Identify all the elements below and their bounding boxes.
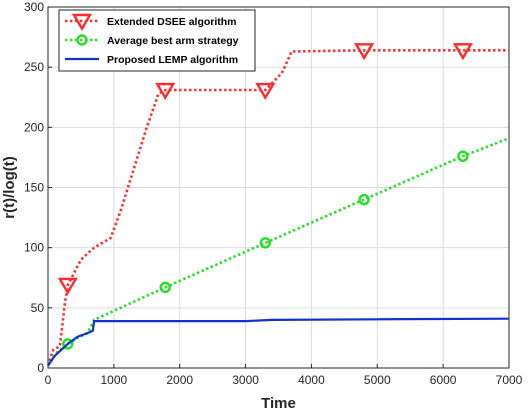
y-tick-label: 150 (24, 181, 44, 195)
x-axis-title: Time (261, 395, 296, 412)
legend-label: Proposed LEMP algorithm (107, 54, 238, 66)
series-line (46, 49, 509, 367)
data-point-marker (354, 43, 375, 61)
data-point-marker (457, 150, 469, 162)
series-2 (46, 136, 510, 367)
series-group (46, 43, 510, 367)
y-tick-label: 100 (24, 241, 44, 255)
data-point-marker (159, 281, 171, 294)
x-tick-label: 0 (45, 373, 52, 387)
legend-label: Extended DSEE algorithm (107, 16, 237, 28)
legend: Extended DSEE algorithm Average best arm … (58, 9, 256, 72)
y-tick-label: 300 (24, 0, 44, 14)
data-point-marker (358, 193, 370, 206)
axis-ticks: 0 1000 2000 3000 4000 5000 6000 7000 0 50 100 150 20… (24, 0, 523, 387)
data-point-marker (57, 277, 78, 295)
series-line (46, 136, 510, 367)
legend-label: Average best arm strategy (107, 35, 239, 47)
x-tick-label: 4000 (298, 373, 325, 387)
data-point-marker (259, 237, 272, 249)
legend-swatch-marker (71, 13, 93, 31)
series-3 (47, 317, 510, 367)
legend-swatch-marker (76, 34, 88, 46)
y-axis-title: r(t)/log(t) (1, 156, 18, 218)
y-tick-label: 200 (24, 120, 44, 134)
x-tick-label: 2000 (166, 373, 193, 387)
y-tick-label: 250 (24, 60, 44, 74)
series-line (47, 317, 510, 367)
x-tick-label: 7000 (496, 373, 523, 387)
data-point-marker (255, 82, 276, 100)
x-tick-label: 1000 (101, 373, 128, 387)
x-tick-label: 5000 (364, 373, 391, 387)
y-tick-label: 50 (31, 301, 45, 315)
x-tick-label: 3000 (232, 373, 259, 387)
grid (47, 6, 510, 369)
series-1 (46, 43, 509, 367)
x-tick-label: 6000 (430, 373, 457, 387)
data-point-marker (62, 338, 74, 350)
data-point-marker (452, 43, 473, 61)
data-point-marker (155, 82, 176, 100)
y-tick-label: 0 (37, 361, 44, 375)
